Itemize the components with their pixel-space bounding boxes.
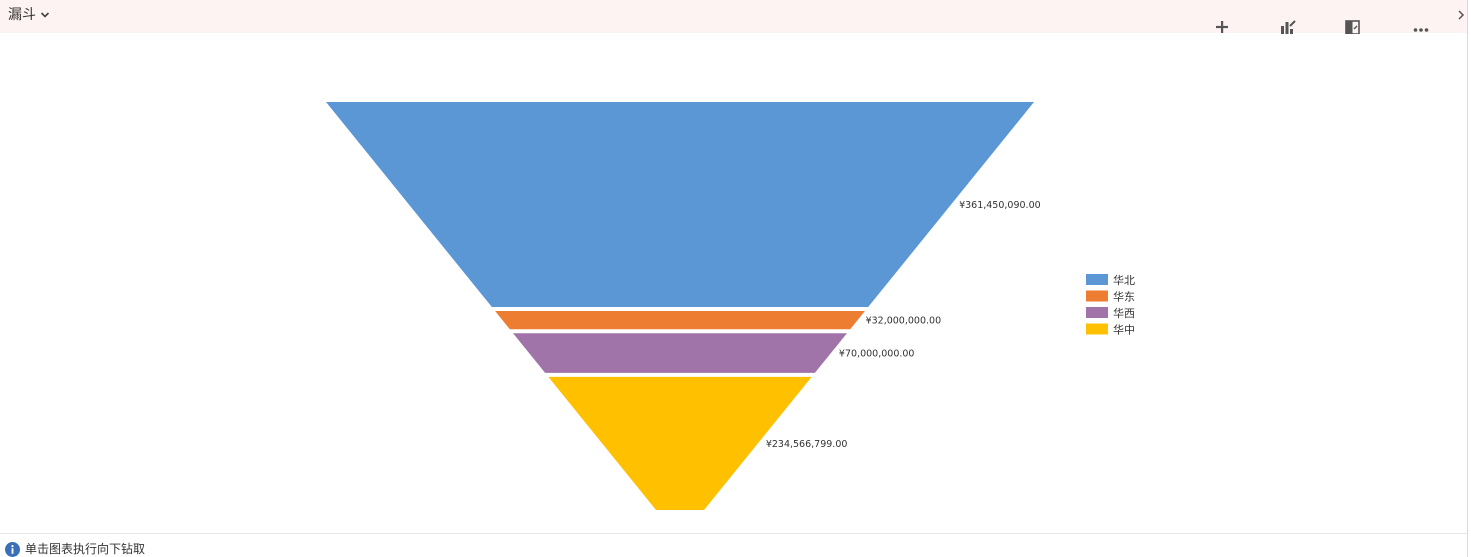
more-icon[interactable] bbox=[1413, 20, 1429, 34]
expand-panel-icon[interactable] bbox=[1345, 20, 1361, 34]
drill-chart-icon[interactable] bbox=[1280, 20, 1296, 34]
footer-hint: 单击图表执行向下钻取 bbox=[5, 540, 145, 557]
funnel-segment-华中[interactable] bbox=[548, 376, 812, 510]
legend-item[interactable]: 华北 bbox=[1086, 273, 1135, 287]
chevron-down-icon bbox=[40, 12, 50, 18]
legend-item[interactable]: 华东 bbox=[1086, 290, 1135, 304]
data-label: ¥70,000,000.00 bbox=[839, 349, 915, 360]
legend-swatch bbox=[1086, 274, 1108, 285]
funnel-chart[interactable]: ¥361,450,090.00 ¥32,000,000.00 ¥70,000,000… bbox=[0, 33, 1467, 533]
data-label: ¥361,450,090.00 bbox=[959, 200, 1041, 211]
legend-label: 华北 bbox=[1113, 273, 1135, 287]
legend-item[interactable]: 华中 bbox=[1086, 323, 1135, 337]
legend-swatch bbox=[1086, 290, 1108, 302]
add-icon[interactable] bbox=[1214, 20, 1230, 34]
legend-swatch bbox=[1086, 323, 1108, 335]
legend-item[interactable]: 华西 bbox=[1086, 306, 1135, 320]
funnel-segment-华北[interactable] bbox=[326, 102, 1034, 308]
footer-hint-text: 单击图表执行向下钻取 bbox=[25, 542, 146, 556]
chart-title-dropdown[interactable]: 漏斗 bbox=[8, 5, 50, 25]
funnel-segment-华西[interactable] bbox=[513, 333, 847, 373]
panel-right-border bbox=[1467, 0, 1468, 557]
footer-divider bbox=[0, 533, 1467, 534]
chart-title: 漏斗 bbox=[8, 7, 36, 23]
funnel-svg[interactable]: ¥361,450,090.00 ¥32,000,000.00 ¥70,000,000… bbox=[0, 33, 1467, 533]
data-label: ¥32,000,000.00 bbox=[866, 316, 942, 327]
legend-swatch bbox=[1086, 307, 1108, 318]
funnel-segment-华东[interactable] bbox=[495, 311, 865, 330]
legend-label: 华东 bbox=[1113, 290, 1135, 304]
info-icon bbox=[5, 541, 20, 557]
data-label: ¥234,566,799.00 bbox=[766, 439, 848, 450]
panel-header: 漏斗 bbox=[0, 0, 1467, 34]
legend-label: 华西 bbox=[1113, 306, 1135, 320]
legend-label: 华中 bbox=[1113, 323, 1135, 337]
chevron-right-icon[interactable] bbox=[1456, 8, 1466, 22]
